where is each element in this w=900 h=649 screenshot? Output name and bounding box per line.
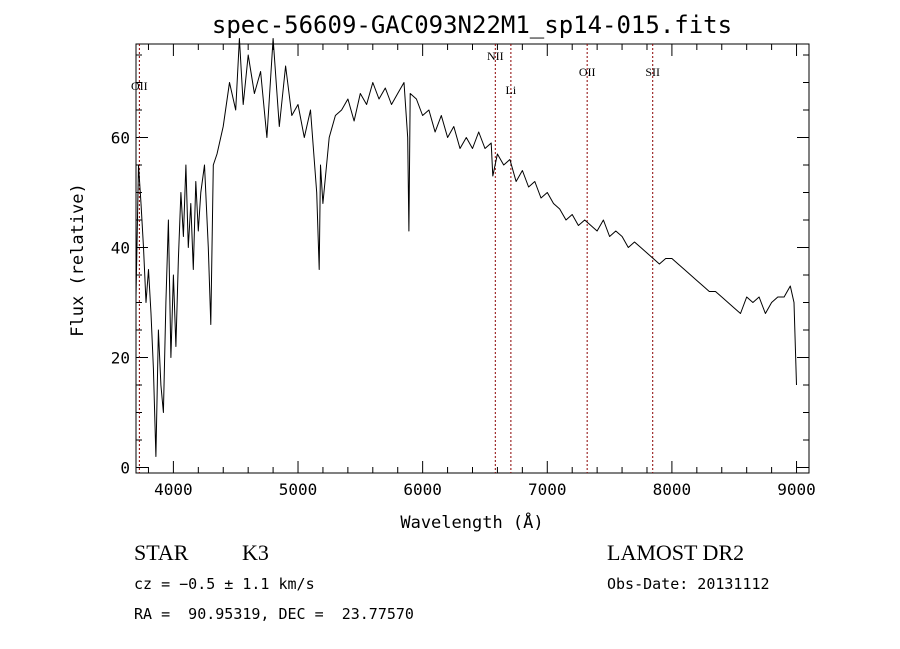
survey-label: LAMOST DR2	[607, 540, 745, 565]
plot-frame	[135, 43, 810, 474]
chart-title: spec-56609-GAC093N22M1_sp14-015.fits	[212, 11, 732, 39]
spectrum-line	[135, 38, 797, 457]
y-tick-label: 40	[111, 239, 130, 258]
redshift-label: cz = −0.5 ± 1.1 km/s	[134, 575, 315, 593]
y-tick-label: 60	[111, 129, 130, 148]
x-tick-label: 6000	[403, 480, 442, 499]
coordinates-label: RA = 90.95319, DEC = 23.77570	[134, 605, 414, 623]
y-axis-label: Flux (relative)	[68, 183, 88, 337]
x-tick-label: 4000	[154, 480, 193, 499]
spectral-line-label: OII	[131, 79, 148, 93]
subclass-label: K3	[242, 540, 269, 565]
y-tick-label: 0	[120, 459, 130, 478]
x-tick-label: 9000	[777, 480, 816, 499]
spectral-line-label: NII	[487, 49, 504, 63]
spectral-line-label: SII	[645, 65, 660, 79]
spectral-line-label: Li	[506, 83, 517, 97]
x-tick-label: 7000	[528, 480, 567, 499]
x-tick-label: 8000	[653, 480, 692, 499]
spectral-line-label: OII	[579, 65, 596, 79]
x-axis-label: Wavelength (Å)	[400, 511, 543, 533]
x-tick-label: 5000	[279, 480, 318, 499]
class-label: STAR	[134, 540, 189, 565]
obs-date-label: Obs-Date: 20131112	[607, 575, 770, 593]
y-tick-label: 20	[111, 349, 130, 368]
